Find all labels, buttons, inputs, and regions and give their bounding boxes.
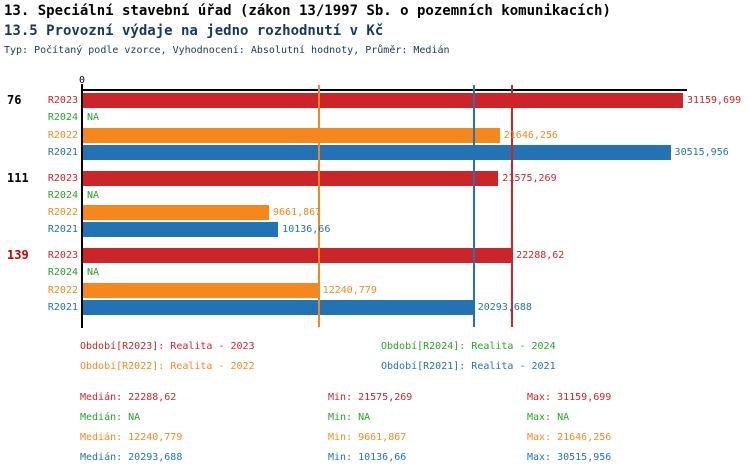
bar-value-label-R2022: 12240,779 <box>322 284 377 296</box>
series-tick-label-R2021: R2021 <box>47 146 78 158</box>
bar-R2021-group-139 <box>83 299 474 315</box>
median-line-R2022 <box>317 85 320 327</box>
series-tick-label-R2022: R2022 <box>47 129 78 141</box>
bar-value-label-R2023: 31159,699 <box>686 95 742 106</box>
series-tick-label-R2024: R2024 <box>47 112 78 124</box>
bar-value-label-R2023: 21575,269 <box>502 172 557 184</box>
bar-value-label-R2022: 9661,867 <box>273 207 322 219</box>
bar-R2023-group-111 <box>83 170 499 186</box>
axis-origin-label: 0 <box>78 75 86 86</box>
indicator-meta-line: Typ: Počítaný podle vzorce, Vyhodnocení:… <box>4 45 450 56</box>
na-value-label-R2024: NA <box>87 189 100 201</box>
stat-max-R2023: Max: 31159,699 <box>527 392 612 403</box>
series-tick-label-R2021: R2021 <box>47 301 78 313</box>
na-value-label-R2024: NA <box>87 112 100 124</box>
stat-median-R2021: Medián: 20293,688 <box>80 452 183 463</box>
na-value-label-R2024: NA <box>87 267 100 279</box>
stat-min-R2022: Min: 9661,867 <box>328 432 407 443</box>
stat-max-R2021: Max: 30515,956 <box>527 452 612 463</box>
legend-item-R2024: Období[R2024]: Realita - 2024 <box>381 341 556 352</box>
stat-min-R2021: Min: 10136,66 <box>328 452 407 463</box>
stat-median-R2023: Medián: 22288,62 <box>80 392 177 403</box>
stat-min-R2023: Min: 21575,269 <box>328 392 413 403</box>
group-label-139: 139 <box>7 248 29 262</box>
stat-max-R2024: Max: NA <box>527 412 570 423</box>
group-label-111: 111 <box>7 170 29 185</box>
bar-R2023-group-139 <box>83 248 513 263</box>
series-tick-label-R2024: R2024 <box>47 189 78 201</box>
series-tick-label-R2022: R2022 <box>47 284 78 296</box>
stat-median-R2024: Medián: NA <box>80 412 141 423</box>
median-line-R2021 <box>472 85 475 327</box>
stat-min-R2024: Min: NA <box>328 412 371 423</box>
series-tick-label-R2022: R2022 <box>47 207 78 219</box>
series-tick-label-R2023: R2023 <box>47 250 78 261</box>
page-subtitle-indicator: 13.5 Provozní výdaje na jedno rozhodnutí… <box>4 23 384 39</box>
series-tick-label-R2023: R2023 <box>47 95 78 106</box>
bar-value-label-R2021: 20293,688 <box>477 301 532 313</box>
bar-R2022-group-111 <box>83 205 270 221</box>
stat-median-R2022: Medián: 12240,779 <box>80 432 183 443</box>
bar-value-label-R2023: 22288,62 <box>516 250 565 261</box>
group-label-76: 76 <box>7 93 22 107</box>
bar-R2022-group-139 <box>83 282 319 298</box>
series-tick-label-R2021: R2021 <box>47 224 78 236</box>
bar-R2022-group-76 <box>83 127 500 143</box>
series-tick-label-R2023: R2023 <box>47 172 78 184</box>
chart-top-axis-line <box>81 89 687 91</box>
bar-value-label-R2022: 21646,256 <box>503 129 558 141</box>
bar-value-label-R2021: 10136,66 <box>282 224 331 236</box>
series-tick-label-R2024: R2024 <box>47 267 78 279</box>
chart-y-axis-line <box>81 84 83 328</box>
page-title: 13. Speciální stavební úřad (zákon 13/19… <box>4 3 611 19</box>
bar-R2021-group-111 <box>83 222 279 238</box>
stat-max-R2022: Max: 21646,256 <box>527 432 612 443</box>
legend-item-R2022: Období[R2022]: Realita - 2022 <box>80 361 255 372</box>
median-line-R2023 <box>511 85 514 327</box>
bar-R2023-group-76 <box>83 93 683 108</box>
bar-value-label-R2021: 30515,956 <box>674 146 729 158</box>
legend-item-R2023: Období[R2023]: Realita - 2023 <box>80 341 255 352</box>
bar-R2021-group-76 <box>83 144 671 160</box>
legend-item-R2021: Období[R2021]: Realita - 2021 <box>381 361 556 372</box>
